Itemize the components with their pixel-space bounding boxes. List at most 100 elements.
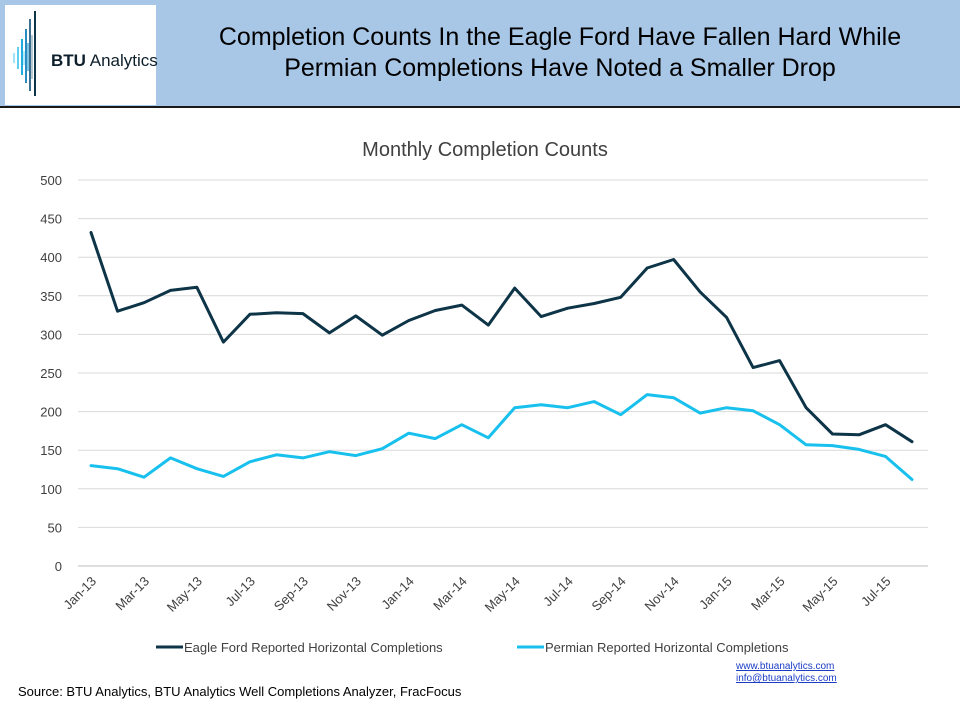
- legend-eagle-ford-label: Eagle Ford Reported Horizontal Completio…: [184, 640, 443, 655]
- source-note: Source: BTU Analytics, BTU Analytics Wel…: [18, 684, 462, 699]
- eagle-ford-point: [513, 286, 516, 290]
- eagle-ford-point: [592, 302, 596, 305]
- x-tick-label: May-15: [799, 574, 840, 615]
- eagle-ford-point: [672, 258, 675, 261]
- permian-point: [169, 456, 172, 460]
- eagle-ford-point: [698, 290, 702, 294]
- eagle-ford-series-line: [89, 231, 914, 444]
- eagle-ford-point: [434, 309, 437, 312]
- eagle-ford-point: [354, 314, 358, 318]
- permian-point: [566, 406, 569, 409]
- eagle-ford-point: [778, 359, 781, 362]
- permian-point: [89, 464, 93, 467]
- y-tick-label: 0: [55, 559, 62, 574]
- title-line-1: Completion Counts In the Eagle Ford Have…: [218, 23, 902, 51]
- eagle-ford-point: [248, 313, 252, 316]
- permian-point: [751, 409, 755, 413]
- logo-bars-icon: [13, 11, 36, 96]
- eagle-ford-point: [275, 311, 278, 314]
- eagle-ford-point: [910, 440, 914, 443]
- y-tick-label: 350: [40, 289, 62, 304]
- eagle-ford-point: [566, 306, 569, 310]
- permian-point: [116, 467, 119, 470]
- x-tick-label: Sep-14: [589, 574, 629, 614]
- eagle-ford-point: [540, 315, 543, 318]
- y-tick-label: 100: [40, 482, 62, 497]
- website-link[interactable]: www.btuanalytics.com: [736, 661, 835, 672]
- x-tick-label: Sep-13: [271, 574, 311, 614]
- x-tick-label: Jan-15: [696, 574, 735, 613]
- permian-point: [275, 453, 278, 457]
- eagle-ford-point: [169, 289, 172, 292]
- y-tick-label: 50: [48, 520, 62, 535]
- y-tick-label: 250: [40, 366, 62, 381]
- x-tick-label: Jan-13: [60, 574, 99, 613]
- permian-point: [328, 450, 331, 453]
- permian-point: [381, 447, 384, 450]
- permian-point: [301, 456, 305, 460]
- permian-point: [487, 436, 490, 440]
- y-tick-label: 450: [40, 212, 62, 227]
- eagle-ford-point: [195, 286, 199, 289]
- eagle-ford-point: [301, 312, 305, 315]
- permian-point: [513, 406, 516, 409]
- permian-point: [619, 413, 622, 416]
- permian-point: [831, 444, 834, 447]
- page-title: Completion Counts In the Eagle Ford Have…: [170, 22, 950, 84]
- x-tick-label: Mar-15: [748, 574, 788, 614]
- permian-point: [725, 406, 728, 409]
- legend-permian-label: Permian Reported Horizontal Completions: [545, 640, 789, 655]
- logo: BTU Analytics: [5, 5, 158, 105]
- x-tick-label: Mar-13: [112, 574, 152, 614]
- eagle-ford-point: [142, 301, 146, 304]
- x-tick-label: May-13: [164, 574, 205, 615]
- permian-point: [222, 475, 225, 478]
- permian-point: [804, 443, 808, 446]
- eagle-ford-point: [884, 423, 887, 426]
- permian-point: [142, 476, 146, 479]
- header-banner: BTU Analytics Completion Counts In the E…: [0, 0, 960, 108]
- eagle-ford-point: [804, 406, 808, 409]
- email-link[interactable]: info@btuanalytics.com: [736, 673, 837, 684]
- permian-series-line: [89, 393, 914, 481]
- eagle-ford-point: [645, 266, 649, 270]
- footer-links: www.btuanalytics.com info@btuanalytics.c…: [736, 661, 837, 685]
- x-tick-label: Jul-15: [858, 574, 894, 610]
- permian-point: [354, 454, 358, 457]
- permian-point: [195, 467, 199, 470]
- x-tick-label: Jan-14: [378, 574, 417, 613]
- y-tick-label: 400: [40, 250, 62, 265]
- eagle-ford-point: [725, 316, 728, 319]
- eagle-ford-point: [407, 319, 411, 322]
- eagle-ford-point: [381, 333, 384, 337]
- permian-point: [434, 437, 437, 440]
- y-tick-label: 200: [40, 405, 62, 420]
- eagle-ford-point: [328, 331, 331, 335]
- eagle-ford-point: [222, 340, 225, 344]
- permian-point: [910, 478, 914, 481]
- x-tick-label: Jul-14: [540, 574, 576, 610]
- permian-point: [248, 460, 252, 463]
- eagle-ford-point: [487, 323, 490, 327]
- y-tick-label: 150: [40, 443, 62, 458]
- logo-text: BTU Analytics: [51, 51, 158, 70]
- x-tick-label: May-14: [482, 574, 523, 615]
- eagle-ford-point: [460, 303, 463, 307]
- x-tick-label: Nov-14: [642, 574, 682, 614]
- x-tick-label: Mar-14: [430, 574, 470, 614]
- chart-title: Monthly Completion Counts: [362, 139, 608, 161]
- eagle-ford-point: [857, 433, 861, 436]
- eagle-ford-point: [116, 310, 119, 313]
- permian-point: [857, 448, 861, 451]
- title-line-2: Permian Completions Have Noted a Smaller…: [284, 54, 836, 82]
- eagle-ford-point: [89, 231, 93, 234]
- y-tick-label: 300: [40, 327, 62, 342]
- x-tick-label: Nov-13: [324, 574, 364, 614]
- permian-point: [698, 411, 702, 415]
- y-tick-label: 500: [40, 173, 62, 188]
- eagle-ford-point: [619, 296, 622, 299]
- x-tick-label: Jul-13: [222, 574, 258, 610]
- permian-point: [884, 455, 887, 458]
- line-chart: Monthly Completion Counts 0 50 100 150 200 250…: [40, 139, 928, 655]
- eagle-ford-point: [831, 432, 834, 436]
